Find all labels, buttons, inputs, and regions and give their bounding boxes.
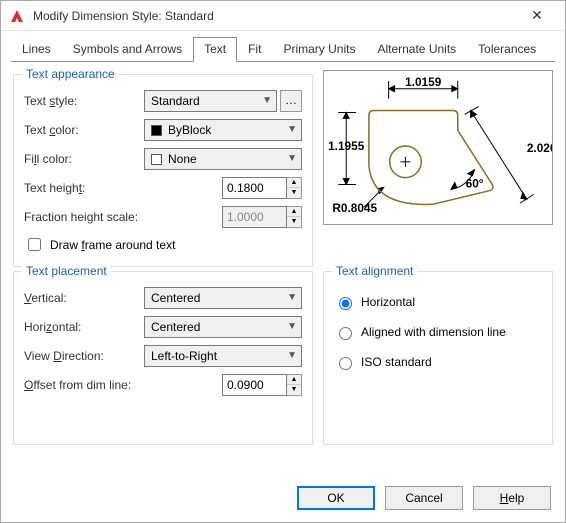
tab-primary-units[interactable]: Primary Units	[272, 37, 366, 62]
preview-dim-angle: 60°	[466, 176, 484, 190]
legend-text-placement: Text placement	[22, 264, 111, 278]
radio-iso[interactable]: ISO standard	[334, 354, 542, 370]
label-radio-iso: ISO standard	[361, 355, 432, 369]
label-text-style: Text style:	[24, 94, 144, 108]
tab-alternate-units[interactable]: Alternate Units	[366, 37, 467, 62]
cancel-button[interactable]: Cancel	[385, 486, 463, 510]
label-view-direction: View Direction:	[24, 349, 144, 363]
radio-aligned[interactable]: Aligned with dimension line	[334, 324, 542, 340]
app-icon	[9, 8, 25, 24]
value-text-style: Standard	[151, 94, 200, 108]
spinner-text-height[interactable]: ▲▼	[287, 177, 302, 199]
select-horizontal[interactable]: Centered▼	[144, 316, 302, 338]
spinner-offset[interactable]: ▲▼	[287, 374, 302, 396]
label-text-height: Text height:	[24, 181, 222, 195]
select-view-direction[interactable]: Left-to-Right▼	[144, 345, 302, 367]
group-text-placement: Text placement Vertical: Centered▼ Horiz…	[13, 271, 313, 445]
preview-dim-right: 2.0207	[527, 141, 552, 155]
titlebar: Modify Dimension Style: Standard ✕	[1, 1, 565, 31]
legend-text-appearance: Text appearance	[22, 67, 119, 81]
value-horizontal: Centered	[151, 320, 200, 334]
spinner-fraction-height: ▲▼	[287, 206, 302, 228]
tab-symbols[interactable]: Symbols and Arrows	[62, 37, 193, 62]
preview-dim-top: 1.0159	[405, 75, 442, 89]
checkbox-draw-frame-input[interactable]	[28, 238, 41, 251]
label-radio-aligned: Aligned with dimension line	[361, 325, 506, 339]
label-horizontal: Horizontal:	[24, 320, 144, 334]
label-fill-color: Fill color:	[24, 152, 144, 166]
select-text-color[interactable]: ByBlock▼	[144, 119, 302, 141]
preview-pane: 1.0159 1.1955 2.0207 60° R0.8045	[323, 70, 553, 225]
label-offset: Offset from dim line:	[24, 378, 222, 392]
input-fraction-height	[222, 206, 287, 228]
radio-iso-input[interactable]	[339, 357, 352, 370]
preview-dim-radius: R0.8045	[332, 201, 377, 215]
window-title: Modify Dimension Style: Standard	[33, 9, 517, 23]
legend-text-alignment: Text alignment	[332, 264, 417, 278]
group-text-appearance: Text appearance Text style: Standard▼ … …	[13, 74, 313, 267]
radio-horizontal-input[interactable]	[339, 297, 352, 310]
label-draw-frame: Draw frame around text	[50, 238, 175, 252]
value-fill-color: None	[168, 152, 197, 166]
radio-horizontal[interactable]: Horizontal	[334, 294, 542, 310]
radio-aligned-input[interactable]	[339, 327, 352, 340]
close-button[interactable]: ✕	[517, 7, 557, 24]
dialog-footer: OK Cancel Help	[1, 474, 565, 522]
label-vertical: Vertical:	[24, 291, 144, 305]
checkbox-draw-frame[interactable]: Draw frame around text	[24, 235, 302, 254]
select-vertical[interactable]: Centered▼	[144, 287, 302, 309]
browse-text-style-button[interactable]: …	[280, 90, 302, 112]
input-offset[interactable]	[222, 374, 287, 396]
label-radio-horizontal: Horizontal	[361, 295, 415, 309]
label-fraction-height: Fraction height scale:	[24, 210, 222, 224]
tab-tolerances[interactable]: Tolerances	[467, 37, 547, 62]
ok-button[interactable]: OK	[297, 486, 375, 510]
select-text-style[interactable]: Standard▼	[144, 90, 277, 112]
value-view-direction: Left-to-Right	[151, 349, 217, 363]
dialog-window: Modify Dimension Style: Standard ✕ Lines…	[0, 0, 566, 523]
select-fill-color[interactable]: None▼	[144, 148, 302, 170]
tab-lines[interactable]: Lines	[11, 37, 62, 62]
value-vertical: Centered	[151, 291, 200, 305]
preview-dim-left: 1.1955	[328, 139, 365, 153]
input-text-height[interactable]	[222, 177, 287, 199]
tab-text[interactable]: Text	[193, 37, 237, 62]
label-text-color: Text color:	[24, 123, 144, 137]
value-text-color: ByBlock	[168, 123, 211, 137]
help-button[interactable]: Help	[473, 486, 551, 510]
tab-fit[interactable]: Fit	[237, 37, 272, 62]
tab-bar: Lines Symbols and Arrows Text Fit Primar…	[1, 31, 565, 62]
group-text-alignment: Text alignment Horizontal Aligned with d…	[323, 271, 553, 445]
